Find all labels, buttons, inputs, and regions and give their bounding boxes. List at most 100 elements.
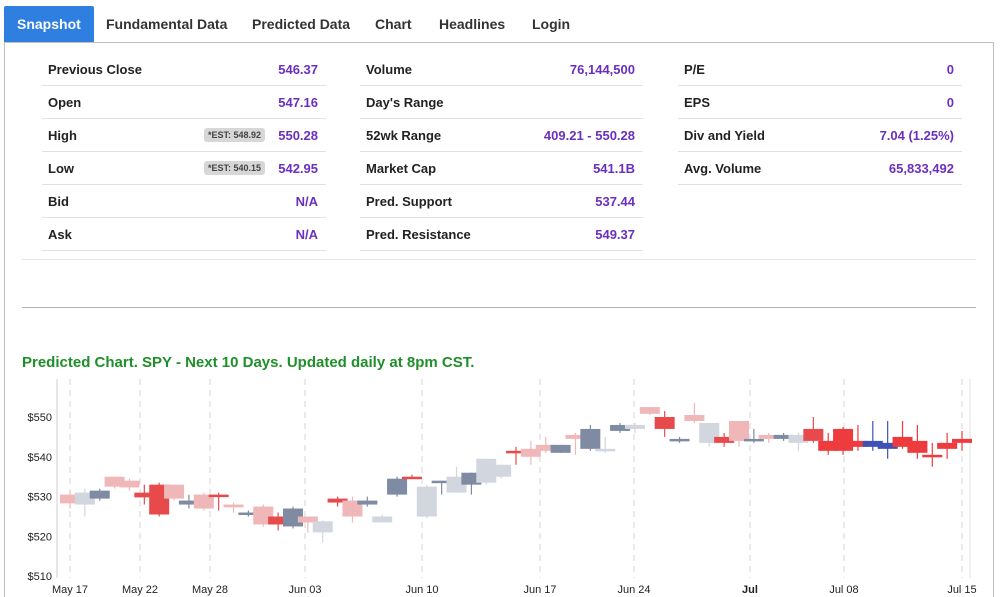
stat-value: 537.44: [595, 194, 635, 209]
candle-body: [892, 436, 913, 447]
candle-body: [223, 504, 244, 508]
stat-row-previous-close: Previous Close 546.37: [42, 53, 326, 86]
tab-predicted-data[interactable]: Predicted Data: [252, 16, 351, 32]
stat-label: Avg. Volume: [684, 161, 762, 176]
x-tick-label: Jul 15: [947, 584, 976, 596]
x-tick-label: May 17: [52, 584, 88, 596]
candle-body: [208, 494, 229, 498]
y-tick-label: $520: [28, 531, 52, 543]
candlestick-chart: May 17 May 22 May 28 Jun 03 Jun 10 Jun 17 Jun …: [28, 379, 977, 596]
candle-body: [238, 512, 259, 516]
x-tick-label: May 28: [192, 584, 228, 596]
stat-value: 541.1B: [593, 161, 635, 176]
stat-label: Pred. Resistance: [366, 227, 471, 242]
candle-body: [342, 500, 363, 517]
stat-row-pred-support: Pred. Support 537.44: [360, 185, 643, 218]
candle-body: [833, 428, 854, 451]
candle-body: [268, 516, 289, 525]
stat-label: Day's Range: [366, 95, 444, 110]
stat-value: 65,833,492: [888, 161, 954, 176]
x-tick-label: Jul 08: [829, 584, 858, 596]
candle-body: [387, 478, 408, 495]
stat-label: Low: [48, 161, 74, 176]
candle-body: [610, 424, 631, 431]
stat-row-high: High *EST: 548.92 550.28: [42, 119, 326, 152]
stat-value: 546.37: [278, 62, 318, 77]
candle-body: [907, 440, 928, 453]
candle-body: [862, 440, 883, 447]
tab-snapshot[interactable]: Snapshot: [4, 6, 94, 42]
candle-body: [431, 480, 452, 484]
stat-value: 76,144,500: [569, 62, 635, 77]
candle-body: [550, 444, 571, 453]
candle-body: [758, 434, 779, 439]
tab-bar: Snapshot Fundamental Data Predicted Data…: [4, 6, 994, 43]
candle-body: [714, 436, 735, 443]
candle-body: [74, 492, 95, 505]
stat-row-volume: Volume 76,144,500: [360, 53, 643, 86]
divider: [22, 307, 976, 308]
candle-body: [119, 480, 140, 488]
candle-body: [818, 440, 839, 451]
stat-row-market-cap: Market Cap 541.1B: [360, 152, 643, 185]
stat-label: Open: [48, 95, 82, 110]
candle-body: [506, 450, 526, 454]
candle-body: [327, 498, 348, 503]
tab-chart[interactable]: Chart: [375, 16, 412, 32]
candle-body: [847, 440, 868, 447]
stat-label: Volume: [366, 62, 412, 77]
x-tick-label: Jun 10: [405, 584, 438, 596]
x-tick-label: Jun 17: [523, 584, 556, 596]
stat-label: High: [48, 128, 77, 143]
stat-value: 7.04 (1.25%): [879, 128, 954, 143]
candle-body: [788, 434, 809, 443]
stat-value: 542.95: [278, 161, 318, 176]
stat-label: 52wk Range: [366, 128, 442, 143]
candle-body: [491, 464, 512, 477]
stat-label: Previous Close: [48, 62, 142, 77]
y-tick-label: $550: [28, 412, 52, 424]
stat-label: P/E: [684, 62, 705, 77]
stat-row-ask: Ask N/A: [42, 218, 326, 251]
tab-headlines[interactable]: Headlines: [439, 16, 506, 32]
x-tick-label: Jun 24: [617, 584, 650, 596]
candle-body: [580, 428, 601, 449]
candle-body: [461, 472, 482, 485]
content-frame: [4, 42, 994, 597]
candle-body: [312, 521, 333, 533]
candle-body: [743, 438, 764, 442]
candle-body: [729, 420, 749, 441]
tab-fundamental-data[interactable]: Fundamental Data: [106, 16, 228, 32]
stat-value: 550.28: [278, 128, 318, 143]
stat-row-eps: EPS 0: [678, 86, 962, 119]
stat-row-days-range: Day's Range: [360, 86, 643, 119]
x-tick-label: Jul: [742, 584, 758, 596]
estimate-badge: *EST: 548.92: [204, 128, 266, 142]
estimate-badge: *EST: 540.15: [204, 161, 266, 175]
candle-body: [357, 500, 378, 505]
candle-body: [952, 438, 972, 443]
y-tick-label: $510: [28, 571, 52, 583]
stat-value: N/A: [295, 194, 318, 209]
candle-body: [535, 444, 556, 451]
candle-body: [624, 424, 645, 429]
candle-body: [297, 516, 318, 523]
stat-row-bid: Bid N/A: [42, 185, 326, 218]
candle-body: [877, 442, 898, 449]
candle-body: [104, 476, 125, 487]
y-tick-label: $530: [28, 492, 52, 504]
stat-value: 0: [946, 95, 954, 110]
candle-body: [178, 500, 199, 505]
x-tick-label: Jun 03: [288, 584, 321, 596]
candle-body: [669, 438, 690, 442]
stat-value: 549.37: [595, 227, 635, 242]
tab-login[interactable]: Login: [532, 16, 571, 32]
candle-body: [401, 476, 422, 480]
divider: [22, 259, 976, 260]
candle-body: [60, 494, 80, 504]
stat-row-52wk-range: 52wk Range 409.21 - 550.28: [360, 119, 643, 152]
candle-body: [416, 486, 437, 517]
stat-row-avg-volume: Avg. Volume 65,833,492: [678, 152, 962, 185]
candle-body: [654, 417, 675, 429]
stat-value: 409.21 - 550.28: [543, 128, 635, 143]
